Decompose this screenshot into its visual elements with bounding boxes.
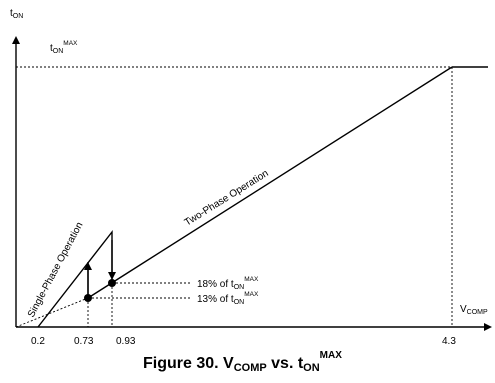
y-axis-label: tON [10,8,23,20]
point-0p93 [108,279,116,287]
tick-0p93: 0.93 [116,336,136,347]
x-axis-label: VCOMP [460,304,488,316]
tick-0p2: 0.2 [31,336,45,347]
annotation-13pct: 13% of tONMAX [197,291,259,306]
two-phase-curve [87,66,453,299]
two-phase-label: Two-Phase Operation [183,168,271,229]
tick-4p3: 4.3 [442,336,456,347]
tick-0p73: 0.73 [74,336,94,347]
annotation-18pct: 18% of tONMAX [197,276,259,291]
single-phase-extension [15,297,89,328]
figure-caption: Figure 30. VCOMP vs. tONMAX [143,350,342,374]
point-0p73 [84,294,92,302]
ton-max-label: tONMAX [50,40,78,55]
